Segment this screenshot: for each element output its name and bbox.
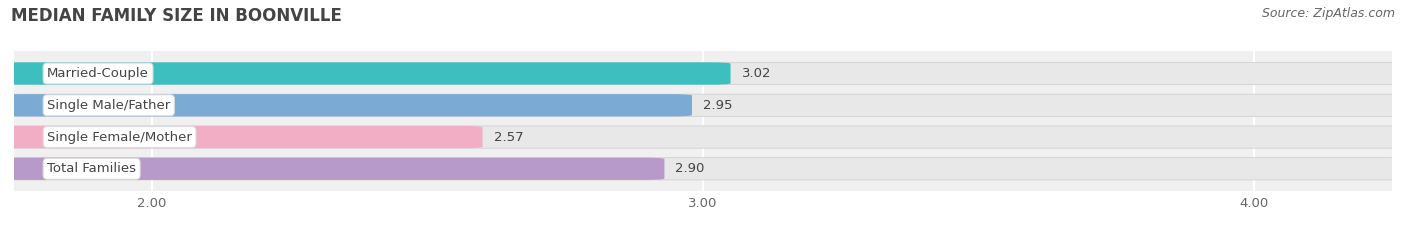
Text: Single Female/Mother: Single Female/Mother [48, 130, 193, 144]
Text: 2.90: 2.90 [675, 162, 704, 175]
FancyBboxPatch shape [0, 62, 731, 85]
Text: 2.57: 2.57 [494, 130, 523, 144]
FancyBboxPatch shape [0, 94, 1406, 116]
Text: Source: ZipAtlas.com: Source: ZipAtlas.com [1261, 7, 1395, 20]
FancyBboxPatch shape [0, 158, 1406, 180]
Text: Single Male/Father: Single Male/Father [48, 99, 170, 112]
FancyBboxPatch shape [0, 62, 1406, 85]
FancyBboxPatch shape [0, 126, 482, 148]
FancyBboxPatch shape [0, 158, 665, 180]
Text: Married-Couple: Married-Couple [48, 67, 149, 80]
Text: 3.02: 3.02 [741, 67, 770, 80]
Text: Total Families: Total Families [48, 162, 136, 175]
FancyBboxPatch shape [0, 126, 1406, 148]
Text: 2.95: 2.95 [703, 99, 733, 112]
Text: MEDIAN FAMILY SIZE IN BOONVILLE: MEDIAN FAMILY SIZE IN BOONVILLE [11, 7, 342, 25]
FancyBboxPatch shape [0, 94, 692, 116]
